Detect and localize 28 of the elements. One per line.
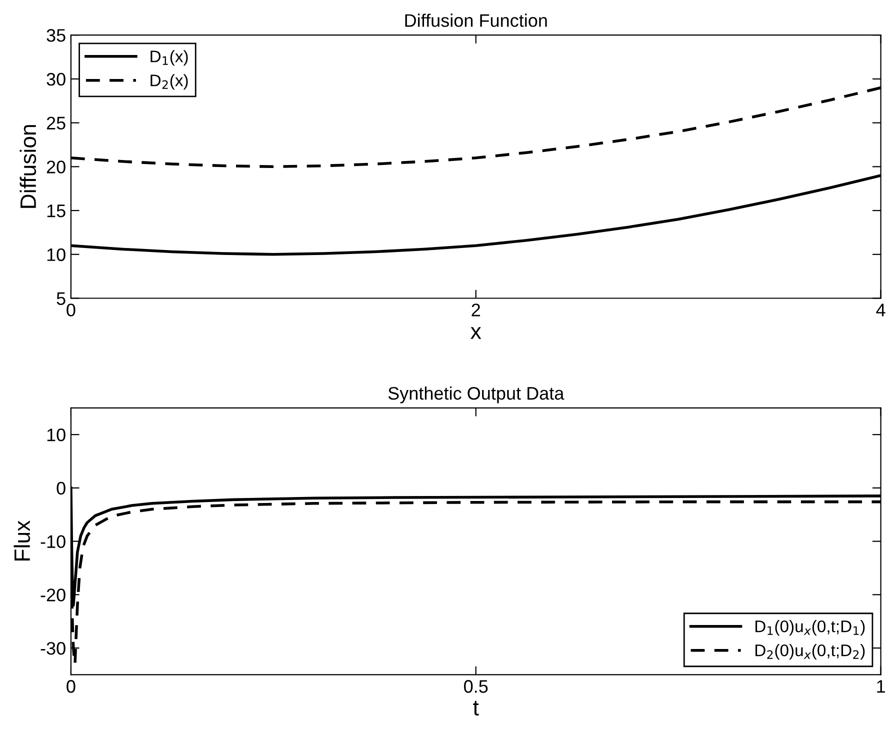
x-tick-label: 0.5 — [464, 680, 488, 693]
chart-title: Diffusion Function — [405, 14, 547, 27]
y-tick-label: -30 — [40, 642, 66, 655]
x-tick-label: 2 — [472, 304, 480, 316]
x-tick-label: 4 — [876, 304, 886, 316]
y-axis-title: Flux — [14, 520, 30, 560]
y-tick-label: -20 — [40, 588, 66, 602]
x-axis-title: x — [470, 327, 482, 339]
y-tick-label: -10 — [40, 535, 66, 548]
legend-label: D$_{1}$(x) — [150, 50, 188, 66]
chart-title: Synthetic Output Data — [388, 386, 564, 404]
y-tick-label: 25 — [46, 116, 66, 130]
x-axis-title: t — [473, 700, 479, 716]
legend-label: D$_{1}$(0)u$_{x}$(0,t;D$_{1}$) — [755, 620, 865, 636]
y-tick-label: 35 — [46, 29, 66, 42]
y-tick-label: 10 — [47, 428, 66, 442]
legend-label: D$_{2}$(x) — [150, 74, 188, 90]
x-tick-label: 0 — [66, 304, 76, 316]
y-axis-title: Diffusion — [20, 125, 36, 208]
legend-label: D$_{2}$(0)u$_{x}$(0,t;D$_{2}$) — [755, 644, 865, 660]
y-tick-label: 15 — [47, 204, 66, 218]
x-tick-label: 1 — [877, 680, 885, 693]
y-tick-label: 30 — [46, 72, 66, 86]
x-tick-label: 0 — [66, 680, 76, 693]
y-tick-label: 0 — [56, 482, 66, 495]
y-tick-label: 10 — [47, 248, 66, 262]
y-tick-label: 20 — [46, 160, 66, 174]
y-tick-label: 5 — [56, 292, 66, 305]
